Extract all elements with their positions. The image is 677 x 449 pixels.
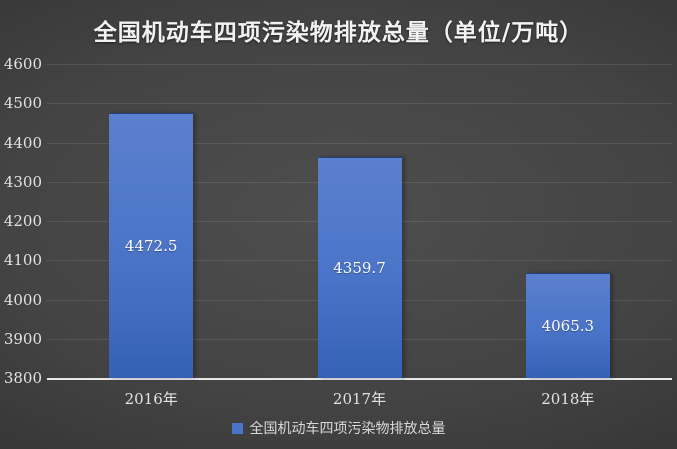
bar-2018年: 4065.3 bbox=[525, 272, 610, 378]
bar-2017年: 4359.7 bbox=[317, 157, 402, 378]
y-tick-label: 4100 bbox=[3, 251, 42, 270]
x-tick-label: 2017年 bbox=[332, 390, 387, 408]
bar-value-label: 4359.7 bbox=[333, 259, 386, 278]
y-tick-label: 3900 bbox=[3, 329, 42, 348]
y-tick-label: 4600 bbox=[3, 55, 42, 73]
gridline bbox=[47, 64, 672, 65]
gridline bbox=[47, 142, 672, 144]
bar-value-label: 4472.5 bbox=[124, 237, 178, 256]
y-tick-label: 4300 bbox=[3, 172, 42, 191]
gridline bbox=[47, 103, 672, 105]
x-axis: 2016年 2017年 2018年 bbox=[47, 388, 672, 408]
y-tick-label: 4500 bbox=[3, 94, 42, 113]
legend-marker-icon bbox=[231, 422, 243, 434]
chart-title: 全国机动车四项污染物排放总量（单位/万吨） bbox=[93, 19, 584, 46]
legend: 全国机动车四项污染物排放总量 bbox=[0, 418, 677, 438]
y-axis: 4600 4500 4400 4300 4200 4100 4000 3900 3800 bbox=[0, 55, 42, 387]
y-tick-label: 4400 bbox=[3, 133, 42, 152]
bar-value-label: 4065.3 bbox=[541, 316, 595, 335]
x-tick-label: 2016年 bbox=[124, 390, 178, 408]
y-tick-label: 4200 bbox=[3, 212, 42, 230]
legend-label: 全国机动车四项污染物排放总量 bbox=[249, 421, 446, 437]
x-tick-label: 2018年 bbox=[541, 390, 595, 408]
bar-2016年: 4472.5 bbox=[109, 113, 194, 378]
y-tick-label: 4000 bbox=[3, 290, 42, 309]
y-tick-label: 3800 bbox=[3, 369, 42, 387]
plot-area: 4472.5 4359.7 4065.3 bbox=[47, 64, 672, 380]
